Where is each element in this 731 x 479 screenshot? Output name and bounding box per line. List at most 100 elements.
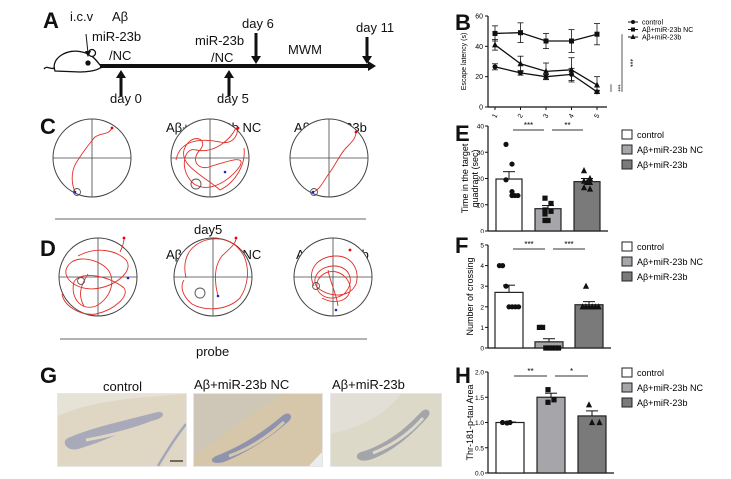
water-maze-tracks (52, 118, 373, 340)
data-point (595, 303, 602, 310)
y-axis-label: Number of crossing (465, 257, 475, 335)
chart-f-crossings: 0 1 2 3 4 5 Number of crossing *** *** control Aβ+… (465, 240, 703, 353)
y-tick-label: 20 (477, 176, 485, 183)
legend-swatch (621, 159, 633, 170)
panel-label-b: B (455, 10, 471, 35)
significance-label: ** (564, 121, 570, 130)
maze-d-nc (173, 236, 253, 317)
x-tick-label: 2 (517, 113, 525, 118)
data-point (542, 207, 548, 213)
data-point (549, 345, 555, 351)
legend-swatch (621, 271, 633, 282)
y-tick-label: 0.0 (475, 471, 484, 478)
bar-group-0 (494, 263, 524, 349)
panel-label-c: C (40, 114, 56, 139)
bar (495, 421, 525, 474)
data-point (580, 167, 588, 174)
data-point (499, 419, 506, 426)
platform-circle (312, 282, 320, 290)
swim-path (311, 255, 358, 307)
bar-group-1 (534, 324, 564, 351)
day0-label: day 0 (110, 91, 142, 106)
significance-label: *** (524, 121, 533, 130)
tissue-image-mir (330, 393, 442, 467)
route-label: i.c.v (70, 9, 94, 24)
bar (573, 181, 601, 232)
chart-b-escape-latency: 0 20 40 60 1 2 3 4 5 Escape latency (s) *** *** cont… (461, 14, 693, 119)
mwm-label: MWM (288, 42, 322, 57)
swim-path (312, 131, 357, 193)
data-point (492, 64, 498, 70)
treatment2-nc-label: /NC (211, 50, 234, 65)
bar-group-0 (495, 141, 523, 232)
y-tick-label: 40 (477, 124, 485, 131)
swim-path (71, 127, 113, 193)
data-point (543, 67, 549, 74)
data-point (569, 38, 574, 44)
legend-label: Aβ+miR-23b NC (637, 257, 703, 267)
day6-arrow (251, 33, 261, 64)
day5-label: day 5 (217, 91, 249, 106)
legend-swatch (621, 144, 633, 155)
data-point (585, 401, 593, 408)
data-point (580, 184, 588, 191)
data-point (503, 177, 509, 183)
legend-label: Aβ+miR-23b (642, 35, 681, 42)
data-point (516, 304, 522, 310)
platform-circle (194, 287, 206, 299)
panel-label-a: A (43, 8, 59, 33)
data-point (492, 41, 498, 48)
bar (574, 304, 604, 349)
legend-label: Aβ+miR-23b (637, 160, 687, 170)
end-point (216, 294, 220, 298)
legend-swatch (621, 382, 633, 393)
start-point (354, 130, 358, 134)
y-axis-label: Escape latency (s) (461, 33, 468, 91)
data-point (545, 217, 551, 224)
x-tick-label: 5 (593, 113, 601, 118)
data-point (551, 397, 557, 403)
data-point (594, 31, 600, 37)
end-point (311, 190, 315, 194)
data-point (556, 345, 562, 351)
legend-label: Aβ+miR-23b NC (642, 27, 693, 34)
legend-swatch (621, 129, 633, 140)
legend-label: control (637, 130, 664, 140)
data-point (588, 418, 596, 426)
day11-label: day 11 (356, 20, 395, 35)
y-tick-label: 10 (477, 202, 485, 209)
start-point (236, 126, 240, 130)
end-point (223, 170, 227, 174)
bar (495, 178, 523, 232)
maze-c-mir (289, 118, 369, 198)
data-point (509, 189, 515, 195)
bar-group-2 (577, 401, 607, 474)
x-tick-label: 1 (491, 113, 499, 118)
legend-label: control (642, 20, 663, 27)
treatment1-label: miR-23b (92, 29, 142, 44)
c-caption: day5 (194, 222, 223, 237)
y-tick-label: 1.5 (475, 395, 484, 402)
y-tick-label: 30 (477, 150, 485, 157)
treatment1-nc-label: /NC (109, 48, 132, 63)
data-point (543, 38, 549, 44)
y-tick-label: 40 (475, 44, 483, 51)
y-tick-label: 20 (475, 74, 483, 81)
data-point (594, 81, 600, 88)
platform-circle (77, 277, 85, 285)
maze-c-nc (170, 118, 250, 198)
significance-label: *** (626, 59, 633, 67)
panel-label-h: H (455, 363, 471, 388)
x-tick-label: 3 (542, 113, 550, 118)
injection-arrow (85, 33, 89, 54)
panel-label-g: G (40, 363, 58, 388)
legend-marker (631, 20, 635, 24)
bar-group-1 (536, 387, 566, 474)
data-point (548, 200, 554, 207)
data-point (492, 30, 498, 36)
data-point (596, 418, 603, 426)
data-point (542, 217, 548, 224)
start-point (110, 126, 114, 130)
legend-swatch (621, 397, 633, 408)
